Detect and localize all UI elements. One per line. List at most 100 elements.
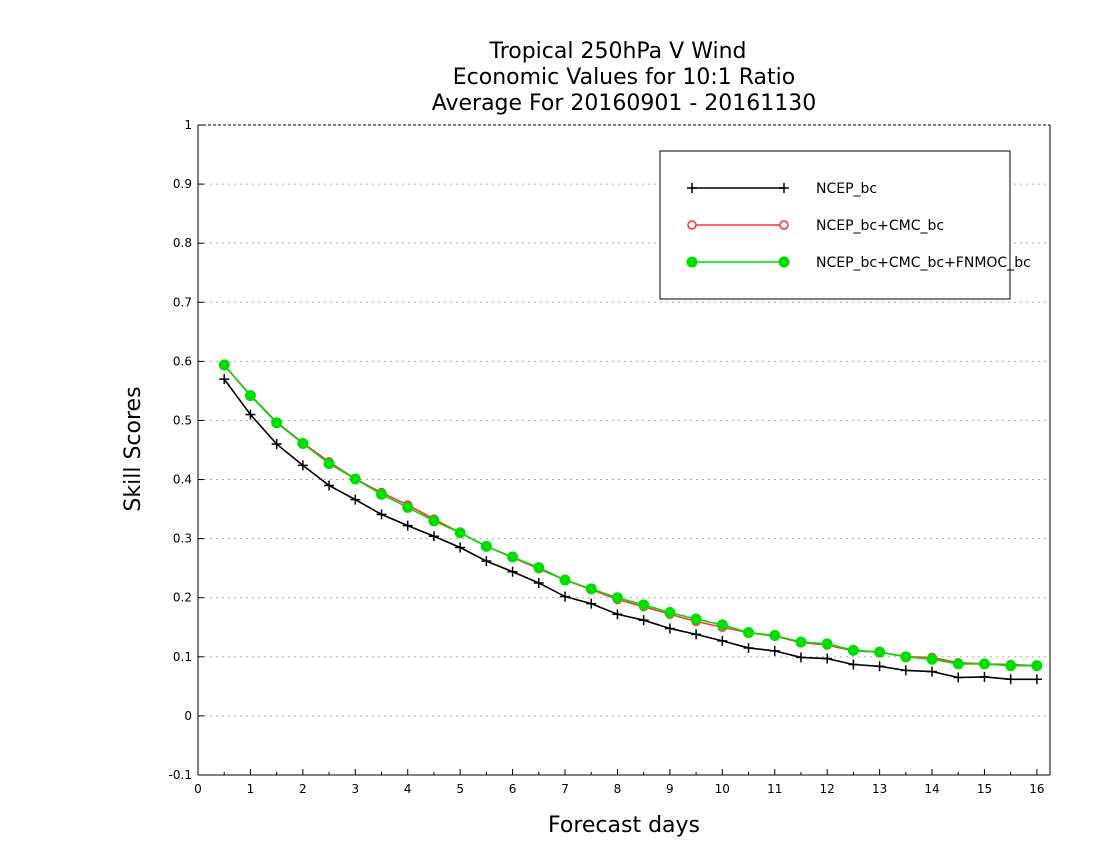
series-1: [219, 360, 1042, 671]
plus-marker: [586, 598, 597, 609]
plus-marker: [979, 671, 990, 682]
x-tick-label: 9: [666, 782, 674, 796]
plus-marker: [560, 591, 571, 602]
x-tick-label: 6: [509, 782, 517, 796]
plus-marker: [779, 183, 789, 193]
plus-marker: [507, 566, 518, 577]
plus-marker: [743, 642, 754, 653]
chart-title-line-3: Average For 20160901 - 20161130: [432, 91, 817, 116]
y-axis-ticks: -0.1 0 0.1 0.2 0.3 0.4 0.5 0.6 0.7 0.8 0.9 1: [169, 118, 204, 782]
y-tick-label: 0.4: [173, 473, 192, 487]
x-axis-ticks: 0 1 2 3 4 5 6 7 8 9 10 11 12 13 14 15 16: [194, 769, 1045, 796]
x-tick-label: 10: [715, 782, 730, 796]
plus-marker: [324, 480, 335, 491]
chart-title-line-1: Tropical 250hPa V Wind: [488, 39, 746, 64]
legend-label: NCEP_bc+CMC_bc: [816, 218, 944, 234]
plus-marker: [297, 460, 308, 471]
series-0: [219, 374, 1042, 685]
plus-marker: [927, 666, 938, 677]
filled-circle-marker: [376, 488, 388, 500]
plus-marker: [376, 509, 387, 520]
filled-circle-marker: [874, 646, 886, 658]
x-tick-label: 3: [351, 782, 359, 796]
filled-circle-marker: [638, 599, 650, 611]
x-tick-label: 15: [977, 782, 992, 796]
y-tick-label: 0.8: [173, 236, 192, 250]
filled-circle-marker: [611, 592, 623, 604]
legend-entry: NCEP_bc+CMC_bc: [687, 218, 944, 234]
plus-marker: [769, 645, 780, 656]
y-tick-label: 0.1: [173, 650, 192, 664]
plus-marker: [874, 661, 885, 672]
filled-circle-marker: [821, 638, 833, 650]
y-tick-label: 0.3: [173, 532, 192, 546]
x-tick-label: 1: [247, 782, 255, 796]
axes: [197, 124, 1051, 776]
filled-circle-marker: [323, 458, 335, 470]
y-tick-label: 1: [184, 118, 192, 132]
plus-marker: [245, 409, 256, 420]
y-tick-label: 0.7: [173, 295, 192, 309]
filled-circle-marker: [769, 630, 781, 642]
x-tick-label: 7: [561, 782, 569, 796]
plus-marker: [481, 556, 492, 567]
y-tick-label: 0: [184, 709, 192, 723]
filled-circle-marker: [926, 653, 938, 665]
filled-circle-marker: [978, 658, 990, 670]
plus-marker: [219, 374, 230, 385]
plus-marker: [795, 652, 806, 663]
filled-circle-marker: [507, 551, 519, 563]
series-line: [223, 364, 1037, 667]
open-circle-marker: [687, 220, 697, 230]
legend-entry: NCEP_bc+CMC_bc+FNMOC_bc: [686, 255, 1031, 271]
x-tick-label: 12: [820, 782, 835, 796]
plus-marker: [1005, 674, 1016, 685]
filled-circle-marker: [952, 658, 964, 670]
plus-marker: [687, 183, 697, 193]
plus-marker: [848, 659, 859, 670]
plus-marker: [900, 665, 911, 676]
plus-marker: [533, 577, 544, 588]
legend-label: NCEP_bc: [816, 181, 877, 197]
chart-title-line-2: Economic Values for 10:1 Ratio: [453, 65, 795, 90]
y-tick-label: -0.1: [169, 768, 192, 782]
legend-items: NCEP_bc NCEP_bc+CMC_bc NCEP_bc+CMC_bc+FNMO…: [686, 181, 1031, 271]
plus-marker: [691, 629, 702, 640]
filled-circle-marker: [1031, 660, 1043, 672]
filled-circle-marker: [533, 562, 545, 574]
plus-marker: [822, 653, 833, 664]
filled-circle-marker: [716, 619, 728, 631]
y-tick-label: 0.6: [173, 354, 192, 368]
y-tick-label: 0.2: [173, 591, 192, 605]
filled-circle-marker: [480, 540, 492, 552]
x-tick-label: 11: [767, 782, 782, 796]
filled-circle-marker: [1005, 660, 1017, 672]
x-tick-label: 14: [924, 782, 939, 796]
plus-marker: [717, 635, 728, 646]
filled-circle-marker: [585, 583, 597, 595]
y-tick-label: 0.5: [173, 413, 192, 427]
filled-circle-marker: [690, 613, 702, 625]
y-axis-title: Skill Scores: [121, 386, 146, 511]
plus-marker: [271, 439, 282, 450]
filled-circle-marker: [244, 390, 256, 402]
filled-circle-marker: [428, 515, 440, 527]
series-line: [223, 364, 1037, 667]
plus-marker: [1031, 674, 1042, 685]
x-tick-label: 16: [1029, 782, 1044, 796]
x-tick-label: 4: [404, 782, 412, 796]
filled-circle-marker: [743, 627, 755, 639]
filled-circle-marker: [454, 527, 466, 539]
filled-circle-marker: [664, 607, 676, 618]
plus-marker: [664, 623, 675, 634]
y-tick-label: 0.9: [173, 177, 192, 191]
open-circle-marker: [779, 220, 789, 230]
plus-marker: [455, 542, 466, 553]
filled-circle-marker: [559, 574, 571, 586]
filled-circle-marker: [686, 256, 698, 268]
x-axis-title: Forecast days: [548, 813, 700, 838]
x-tick-label: 8: [614, 782, 622, 796]
series-line: [223, 378, 1037, 681]
filled-circle-marker: [847, 644, 859, 656]
